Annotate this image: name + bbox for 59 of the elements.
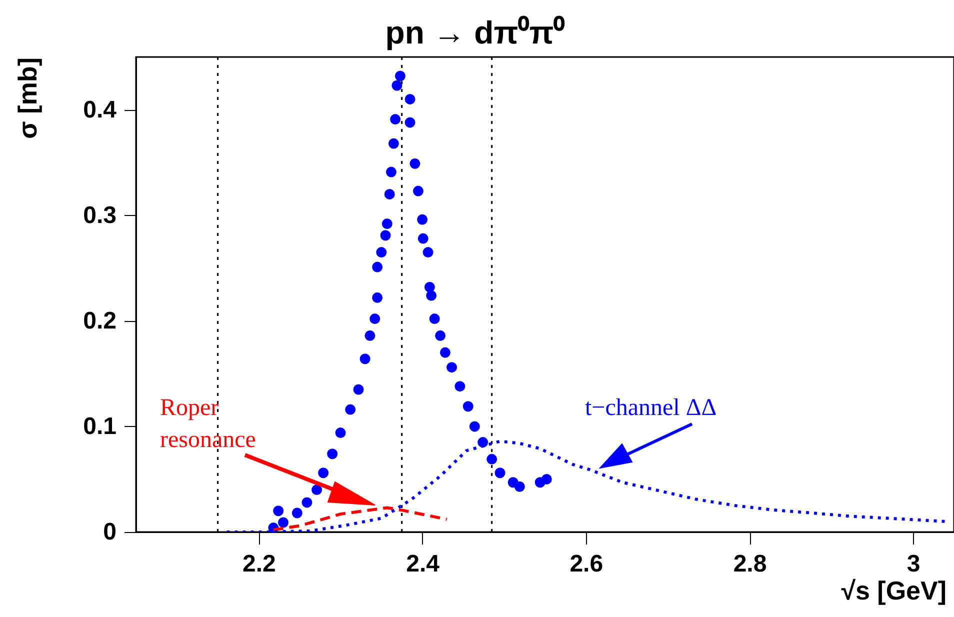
point — [318, 468, 329, 478]
x-tick-label: 3 — [906, 550, 920, 578]
point — [353, 384, 364, 395]
point — [312, 484, 322, 496]
point — [514, 481, 525, 492]
point — [429, 314, 440, 324]
point — [417, 214, 428, 225]
point — [384, 188, 395, 200]
y-tick-label: 0.2 — [83, 307, 116, 334]
point — [370, 314, 380, 324]
point — [435, 330, 446, 341]
point — [273, 506, 284, 516]
point — [390, 114, 401, 125]
x-tick-label: 2.2 — [242, 550, 276, 578]
point — [372, 292, 383, 303]
point — [454, 381, 466, 392]
x-tick-label: 2.4 — [406, 550, 440, 578]
point — [292, 508, 302, 518]
y-tick-label: 0 — [103, 518, 116, 546]
point — [462, 401, 474, 412]
point — [335, 428, 346, 438]
point — [302, 497, 312, 508]
point — [412, 186, 424, 196]
point — [392, 80, 402, 91]
y-tick-label: 0.1 — [83, 412, 116, 440]
point — [486, 454, 498, 464]
point — [394, 70, 406, 82]
point — [446, 362, 457, 373]
point — [364, 330, 376, 341]
x-axis-title: √s [GeV] — [841, 576, 946, 606]
point — [372, 262, 383, 272]
point — [494, 468, 506, 478]
y-axis-title: σ [mb] — [12, 58, 42, 139]
y-tick-label: 0.3 — [83, 202, 116, 229]
x-tick-label: 2.6 — [570, 550, 604, 578]
point — [360, 354, 370, 364]
point — [418, 233, 428, 244]
point — [345, 404, 356, 415]
point — [410, 158, 420, 169]
point — [426, 290, 437, 301]
point — [327, 448, 338, 460]
point — [424, 282, 435, 292]
point — [376, 247, 387, 258]
point — [469, 421, 480, 432]
series-label: t−channel ΔΔ — [585, 395, 717, 421]
point — [388, 138, 399, 149]
point — [382, 218, 392, 230]
point — [422, 247, 434, 258]
x-tick-label: 2.8 — [733, 550, 767, 578]
point — [278, 517, 288, 528]
point — [404, 117, 416, 128]
point — [386, 166, 396, 178]
y-tick-label: 0.4 — [83, 96, 118, 124]
text: Roper resonance — [160, 395, 256, 453]
point — [541, 474, 552, 484]
point — [404, 94, 416, 104]
point — [380, 230, 391, 241]
point — [440, 347, 450, 358]
chart-title: pn → dπ⁰π⁰ — [385, 14, 566, 50]
